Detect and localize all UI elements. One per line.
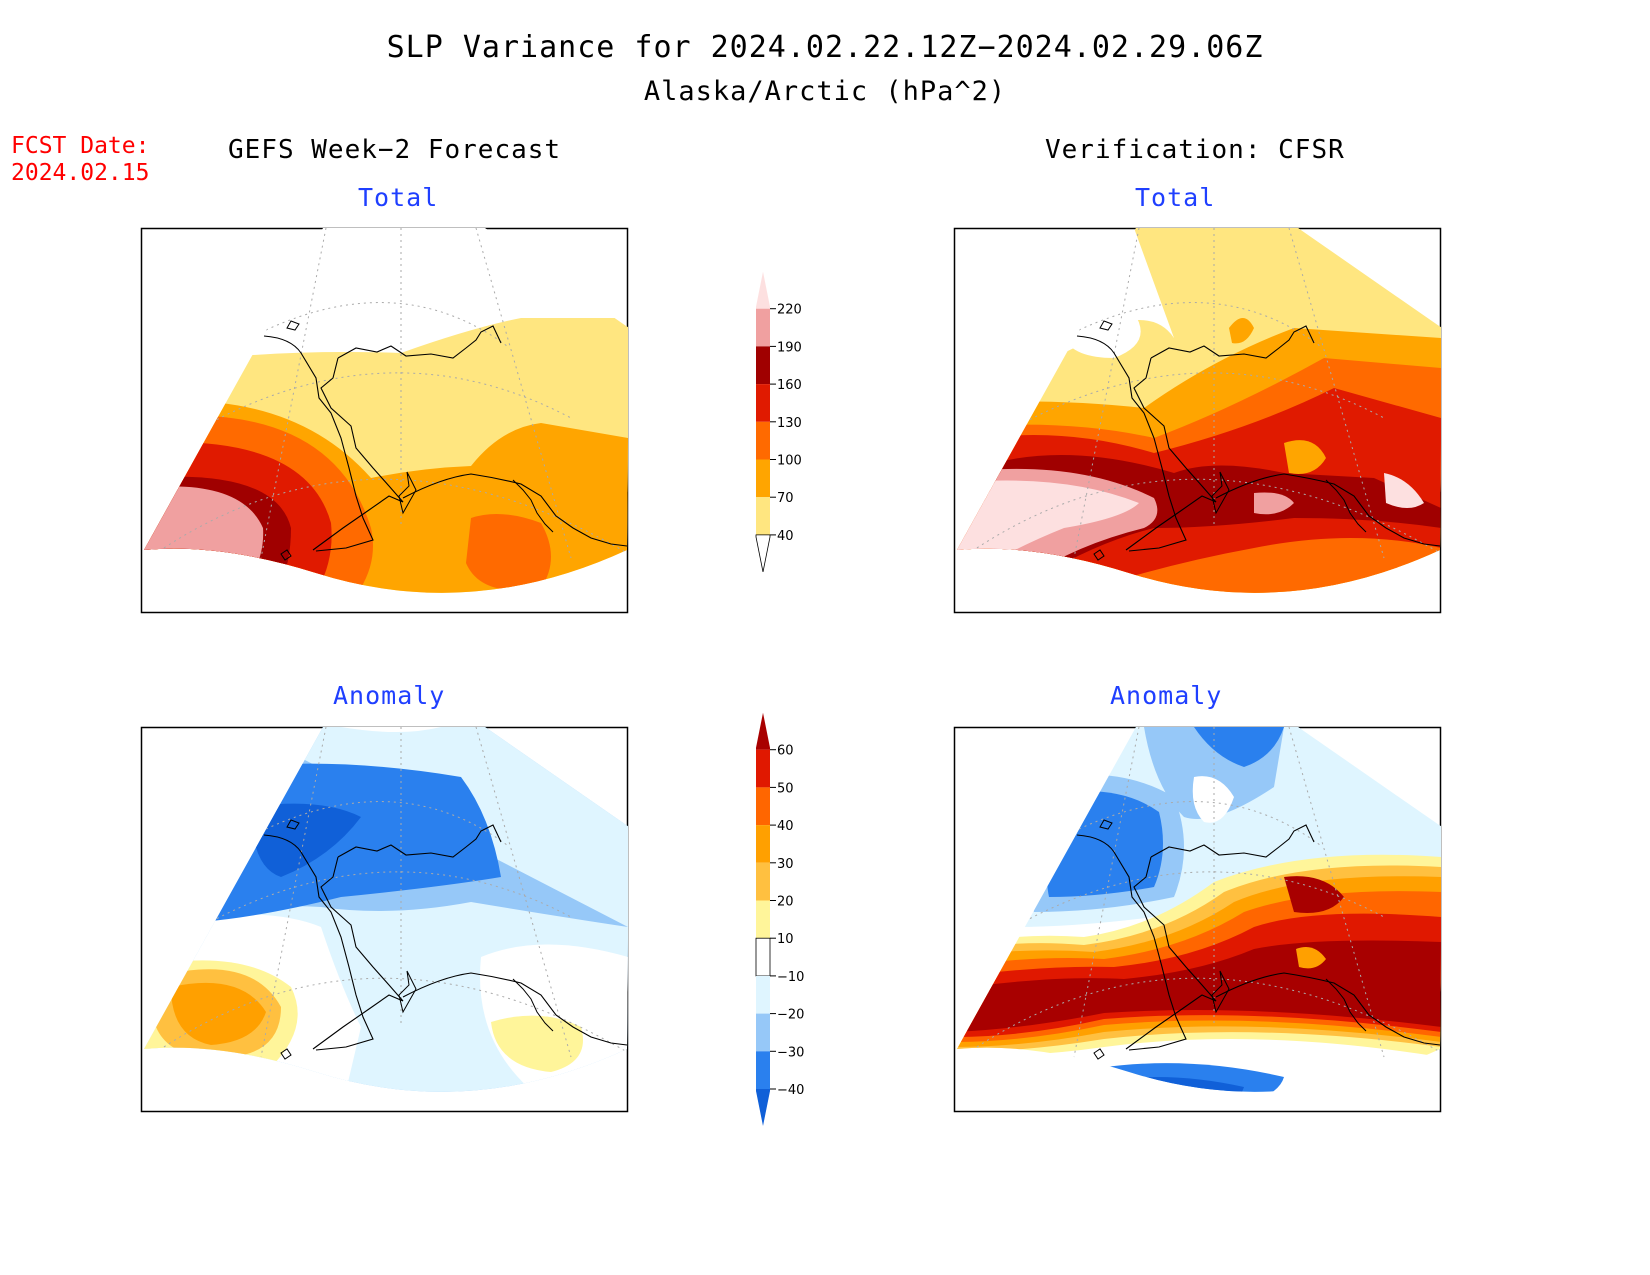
colorbar-bin [756,825,770,863]
colorbar-bin [756,975,770,1014]
colorbar-tick-label: 50 [777,781,794,796]
map-forecast-total [140,227,629,614]
chart-subtitle: Alaska/Arctic (hPa^2) [643,76,1007,107]
colorbar-tick-label: 130 [777,416,802,431]
colorbar-tick-label: 160 [777,378,802,393]
colorbar-bin [755,937,771,977]
colorbar-bin [756,346,770,385]
colorbar-tick-label: 30 [777,857,794,872]
colorbar-bin [756,1089,770,1126]
forecast-date-value: 2024.02.15 [11,160,150,186]
colorbar-total: 40 70 100 130 160 190 220 [755,271,802,572]
map-verification-total [953,227,1442,614]
colorbar-bin [756,459,770,498]
colorbar-tick-label: −40 [777,1083,804,1098]
forecast-date-label: FCST Date: [11,133,150,159]
colorbar-tick-label: −10 [777,970,804,985]
colorbar-bin [756,787,770,826]
colorbar-tick-label: 190 [777,340,802,355]
panel-title-forecast-total: Total [358,183,439,212]
colorbar-bin [756,497,770,535]
column-header-forecast: GEFS Week−2 Forecast [228,135,562,165]
colorbar-bin [756,712,770,750]
map-verification-anomaly [953,726,1442,1113]
colorbar-tick-label: 100 [777,454,802,469]
panel-title-forecast-anomaly: Anomaly [333,681,446,710]
panel-title-verification-anomaly: Anomaly [1110,681,1223,710]
column-header-verification: Verification: CFSR [1045,135,1345,165]
colorbar-tick-label: 60 [777,744,794,759]
colorbar-tick-label: 40 [777,819,794,834]
colorbar-bin [756,749,770,788]
chart-title: SLP Variance for 2024.02.22.12Z−2024.02.… [386,30,1264,65]
colorbar-bin [755,534,771,572]
colorbar-tick-label: −20 [777,1008,804,1023]
colorbar-bin [756,384,770,422]
colorbar-bin [756,308,770,347]
panel-title-verification-total: Total [1135,183,1216,212]
map-forecast-anomaly [140,726,629,1113]
colorbar-tick-label: 70 [777,491,794,506]
colorbar-bin [756,1051,770,1089]
colorbar-bin [756,421,770,460]
colorbar-bin [756,271,770,309]
colorbar-bin [756,862,770,901]
colorbar-tick-label: 20 [777,895,794,910]
colorbar-tick-label: 10 [777,932,794,947]
colorbar-tick-label: −30 [777,1045,804,1060]
colorbar-anomaly: −40 −30 −20 −10 10 20 30 40 50 60 [755,712,804,1126]
colorbar-tick-label: 40 [777,529,794,544]
colorbar-tick-label: 220 [777,303,802,318]
colorbar-bin [756,1013,770,1052]
colorbar-bin [756,900,770,939]
